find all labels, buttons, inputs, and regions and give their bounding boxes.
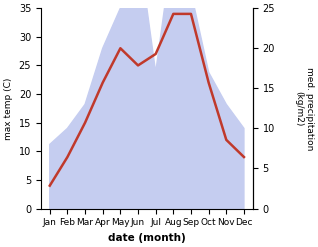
Y-axis label: med. precipitation
(kg/m2): med. precipitation (kg/m2)	[294, 67, 314, 150]
Y-axis label: max temp (C): max temp (C)	[4, 77, 13, 140]
X-axis label: date (month): date (month)	[108, 233, 186, 243]
